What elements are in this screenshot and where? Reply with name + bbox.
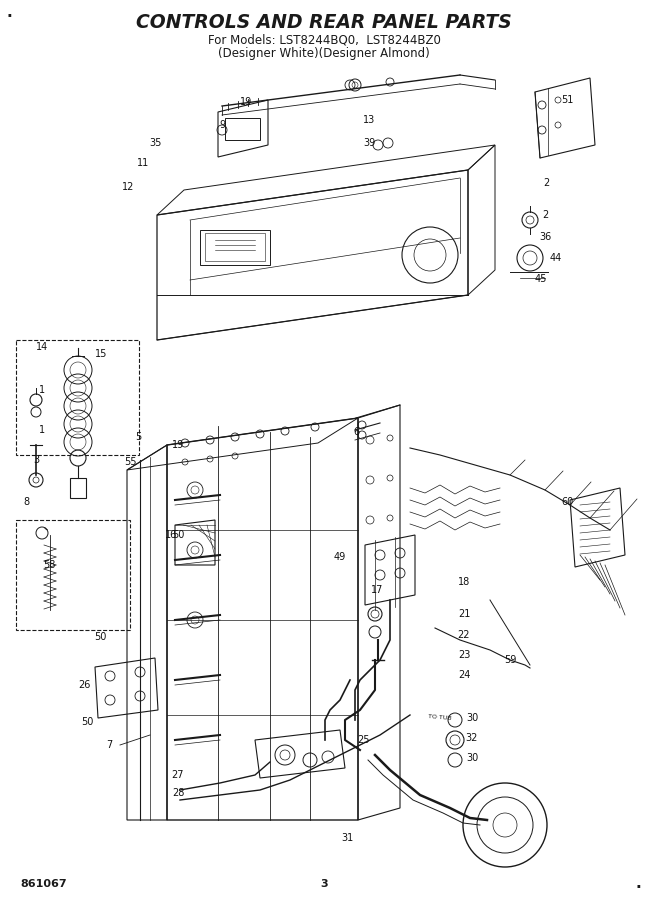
Bar	[205, 233, 265, 261]
Text: 44: 44	[550, 253, 562, 263]
Text: 15: 15	[95, 349, 107, 359]
Text: 3: 3	[33, 455, 39, 465]
Text: 31: 31	[341, 833, 353, 843]
Bar	[70, 478, 86, 498]
Text: 22: 22	[457, 630, 470, 640]
Text: For Models: LST8244BQ0,  LST8244BZ0: For Models: LST8244BQ0, LST8244BZ0	[207, 33, 441, 47]
Bar	[16, 520, 130, 630]
Text: 23: 23	[458, 650, 470, 660]
Bar	[16, 340, 139, 455]
Bar	[225, 118, 260, 140]
Text: 30: 30	[466, 713, 478, 723]
Text: 59: 59	[503, 655, 516, 665]
Text: 51: 51	[561, 95, 573, 105]
Text: 32: 32	[466, 733, 478, 743]
Text: 13: 13	[363, 115, 375, 125]
Text: TO TUB: TO TUB	[428, 715, 452, 722]
Text: 50: 50	[81, 717, 93, 727]
Bar	[200, 230, 270, 265]
Text: 1: 1	[39, 385, 45, 395]
Text: 36: 36	[539, 232, 551, 242]
Text: 7: 7	[106, 740, 112, 750]
Text: 60: 60	[561, 497, 573, 507]
Text: 27: 27	[172, 770, 184, 780]
Text: 45: 45	[535, 274, 547, 284]
Text: 861067: 861067	[20, 879, 67, 889]
Text: 8: 8	[23, 497, 29, 507]
Text: 24: 24	[458, 670, 470, 680]
Text: 49: 49	[334, 552, 346, 562]
Text: 17: 17	[371, 585, 383, 595]
Text: ▪: ▪	[8, 12, 12, 17]
Text: 58: 58	[43, 560, 55, 570]
Text: 2: 2	[543, 178, 549, 188]
Text: (Designer White)(Designer Almond): (Designer White)(Designer Almond)	[218, 48, 430, 60]
Text: 6: 6	[353, 427, 359, 437]
Text: 16: 16	[165, 530, 177, 540]
Text: 2: 2	[542, 210, 548, 220]
Text: 1: 1	[39, 425, 45, 435]
Text: 5: 5	[135, 432, 141, 442]
Text: 35: 35	[150, 138, 162, 148]
Text: 25: 25	[358, 735, 370, 745]
Text: CONTROLS AND REAR PANEL PARTS: CONTROLS AND REAR PANEL PARTS	[136, 13, 512, 32]
Text: 50: 50	[94, 632, 106, 642]
Text: ▪: ▪	[636, 883, 640, 888]
Text: 14: 14	[36, 342, 48, 352]
Text: 26: 26	[78, 680, 90, 690]
Text: 30: 30	[466, 753, 478, 763]
Text: 9: 9	[219, 120, 225, 130]
Text: 19: 19	[172, 440, 184, 450]
Text: 21: 21	[458, 609, 470, 619]
Text: 19: 19	[240, 97, 252, 107]
Text: 55: 55	[124, 457, 136, 467]
Text: 28: 28	[172, 788, 184, 798]
Text: 18: 18	[458, 577, 470, 587]
Text: 12: 12	[122, 182, 134, 192]
Text: 3: 3	[320, 879, 328, 889]
Text: 50: 50	[172, 530, 184, 540]
Text: 11: 11	[137, 158, 149, 168]
Text: 39: 39	[363, 138, 375, 148]
